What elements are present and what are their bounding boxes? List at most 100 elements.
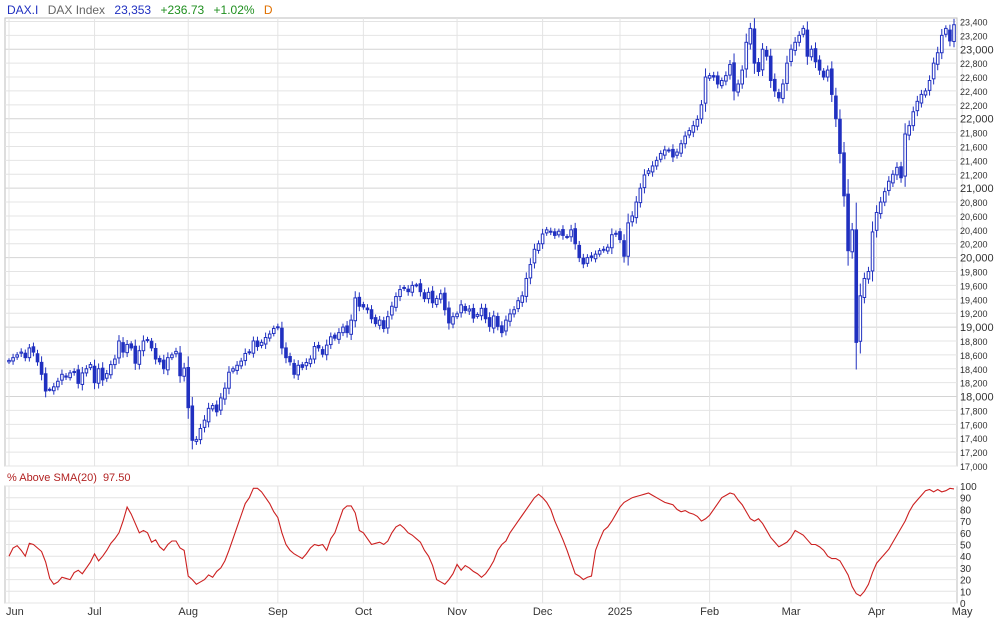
candle-body-down: [483, 307, 488, 320]
candle-body-up: [878, 201, 883, 215]
indicator-tick-label: 10: [960, 587, 972, 598]
candle-body-up: [166, 357, 170, 371]
candle-body-up: [569, 229, 573, 238]
period-indicator[interactable]: D: [263, 3, 273, 17]
candle-body-down: [214, 404, 219, 413]
candle-body-up: [328, 336, 333, 346]
price-tick-label: 20,800: [960, 198, 988, 208]
candle-body-up: [353, 297, 358, 322]
ticker-symbol[interactable]: DAX.I: [7, 3, 39, 17]
candle-body-up: [15, 354, 19, 358]
month-label: Nov: [447, 606, 467, 618]
candle-body-up: [227, 371, 231, 389]
candle-body-up: [667, 149, 671, 152]
price-tick-label: 23,000: [960, 44, 994, 56]
candle-body-up: [56, 380, 60, 388]
candle-body-up: [548, 230, 553, 233]
candle-body-up: [850, 229, 854, 253]
candle-body-down: [316, 344, 321, 349]
candle-body-up: [935, 52, 940, 65]
indicator-tick-label: 60: [960, 529, 972, 540]
indicator-tick-label: 30: [960, 564, 972, 575]
candle-body-up: [748, 27, 753, 45]
candle-body-up: [52, 386, 56, 392]
candle-body-up: [695, 118, 700, 127]
candle-body-up: [536, 243, 541, 251]
month-label: Feb: [700, 606, 719, 618]
candle-body-up: [683, 135, 687, 145]
candle-body-down: [333, 334, 337, 339]
candle-body-down: [768, 55, 773, 82]
price-tick-label: 22,200: [960, 101, 988, 111]
price-tick-label: 19,600: [960, 281, 988, 291]
candle-body-up: [927, 80, 932, 91]
price-tick-label: 20,400: [960, 226, 988, 236]
candle-body-up: [451, 316, 455, 325]
price-tick-label: 22,000: [960, 114, 994, 126]
candle-body-up: [104, 373, 109, 379]
candle-body-up: [658, 152, 663, 160]
candle-body-down: [752, 28, 757, 64]
candle-body-up: [528, 264, 533, 279]
price-tick-label: 17,400: [960, 434, 988, 444]
candle-body-up: [524, 277, 529, 297]
price-change: +236.73: [160, 3, 205, 17]
candle-body-up: [679, 143, 683, 154]
candle-body-down: [292, 362, 296, 375]
candle-body-down: [39, 361, 44, 375]
indicator-tick-label: 70: [960, 517, 972, 528]
candle-body-up: [931, 62, 936, 80]
candle-body-up: [259, 341, 264, 346]
candle-body-up: [610, 234, 614, 249]
candle-body-down: [23, 352, 28, 359]
candle-body-up: [801, 27, 806, 35]
candle-body-up: [479, 307, 484, 317]
candle-body-down: [406, 288, 410, 293]
candle-body-up: [308, 358, 313, 365]
candle-body-up: [402, 286, 406, 289]
candle-body-down: [838, 118, 842, 154]
candle-body-up: [109, 364, 113, 376]
candle-body-up: [117, 340, 121, 359]
candle-body-up: [508, 313, 512, 322]
candle-body-down: [772, 78, 777, 92]
candle-body-up: [744, 41, 749, 70]
candle-body-up: [720, 80, 724, 87]
candle-body-down: [47, 388, 52, 391]
candle-body-up: [646, 170, 651, 174]
price-tick-label: 18,000: [960, 392, 994, 404]
candle-body-up: [60, 373, 64, 381]
indicator-tick-label: 20: [960, 576, 972, 587]
month-label: 2025: [608, 606, 632, 618]
candle-body-up: [891, 173, 895, 184]
candle-body-down: [369, 309, 374, 320]
candle-body-up: [785, 62, 789, 84]
candle-body-up: [597, 250, 602, 255]
candle-body-down: [345, 325, 349, 334]
candle-body-up: [593, 253, 598, 260]
price-tick-label: 17,200: [960, 448, 988, 458]
candle-body-down: [842, 152, 846, 197]
candle-body-up: [605, 246, 610, 252]
candle-body-up: [349, 319, 353, 335]
candle-body-up: [691, 125, 696, 133]
candle-body-up: [174, 350, 178, 355]
candle-body-down: [361, 304, 366, 308]
candle-body-down: [711, 75, 716, 78]
candle-body-up: [614, 232, 618, 235]
candle-body-down: [443, 292, 447, 311]
candle-body-down: [414, 284, 419, 287]
candle-body-up: [251, 340, 256, 354]
candle-body-up: [760, 48, 765, 71]
date-x-axis: Jun Jul Aug Sep Oct Nov Dec 2025 Feb Mar Apr May: [6, 606, 973, 618]
indicator-header: % Above SMA(20) 97.50: [7, 472, 133, 484]
candle-body-up: [736, 83, 740, 93]
candle-body-up: [398, 289, 402, 298]
indicator-label: % Above SMA(20): [7, 472, 97, 484]
chart-header: DAX.I DAX Index 23,353 +236.73 +1.02% D: [7, 3, 279, 17]
candle-body-down: [320, 349, 325, 355]
month-label: Jul: [88, 606, 102, 618]
candle-body-down: [373, 317, 378, 325]
candle-body-up: [72, 371, 76, 374]
